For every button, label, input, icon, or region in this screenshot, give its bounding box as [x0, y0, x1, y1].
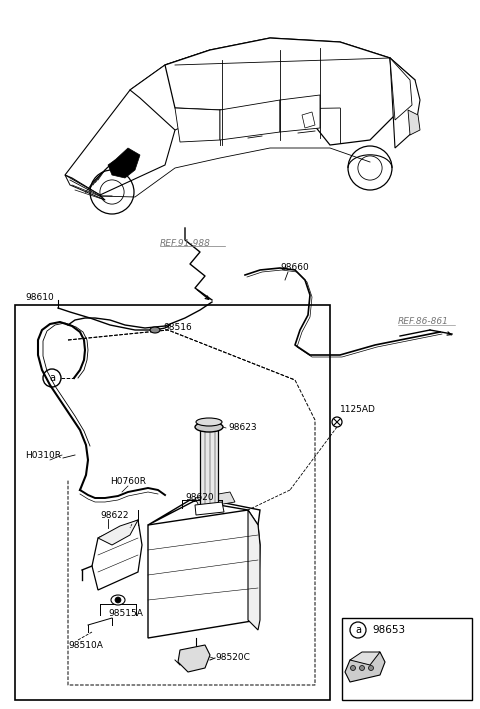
Text: REF.91-988: REF.91-988	[160, 238, 211, 247]
Polygon shape	[175, 108, 220, 142]
Text: 98660: 98660	[280, 264, 309, 272]
Circle shape	[115, 597, 121, 603]
Polygon shape	[108, 148, 140, 178]
Text: 98515A: 98515A	[108, 608, 143, 618]
Text: 1125AD: 1125AD	[340, 406, 376, 415]
Text: H0760R: H0760R	[110, 477, 146, 486]
Polygon shape	[280, 95, 320, 132]
Text: a: a	[355, 625, 361, 635]
Polygon shape	[148, 510, 260, 638]
Circle shape	[360, 666, 364, 671]
Polygon shape	[65, 90, 175, 195]
Polygon shape	[220, 100, 280, 140]
Polygon shape	[195, 492, 235, 508]
Text: H0310R: H0310R	[25, 450, 61, 459]
Ellipse shape	[195, 422, 223, 432]
Text: 98653: 98653	[372, 625, 405, 635]
Text: 98623: 98623	[228, 423, 257, 432]
Polygon shape	[195, 502, 224, 515]
Text: 98520C: 98520C	[215, 654, 250, 662]
Polygon shape	[390, 58, 412, 120]
Polygon shape	[390, 58, 420, 148]
Polygon shape	[248, 510, 260, 630]
Polygon shape	[165, 38, 395, 145]
Text: 98622: 98622	[100, 510, 129, 520]
Polygon shape	[98, 520, 138, 545]
Polygon shape	[350, 652, 380, 665]
Text: 98516: 98516	[163, 323, 192, 333]
Ellipse shape	[150, 327, 160, 333]
Polygon shape	[92, 520, 142, 590]
Bar	[15, 305, 330, 700]
Polygon shape	[408, 110, 420, 135]
Polygon shape	[130, 50, 220, 130]
Ellipse shape	[111, 595, 125, 605]
Circle shape	[369, 666, 373, 671]
Polygon shape	[65, 175, 105, 200]
Text: 98610: 98610	[25, 293, 54, 301]
Polygon shape	[302, 112, 315, 128]
Text: 98510A: 98510A	[68, 640, 103, 649]
Text: 98620: 98620	[185, 493, 214, 501]
Bar	[342, 618, 472, 700]
Circle shape	[350, 666, 356, 671]
Polygon shape	[130, 38, 415, 120]
Ellipse shape	[196, 418, 222, 426]
Polygon shape	[148, 498, 260, 525]
Polygon shape	[178, 645, 210, 672]
Polygon shape	[200, 430, 218, 510]
Text: a: a	[49, 373, 55, 383]
Text: REF.86-861: REF.86-861	[398, 318, 449, 327]
Polygon shape	[345, 652, 385, 682]
